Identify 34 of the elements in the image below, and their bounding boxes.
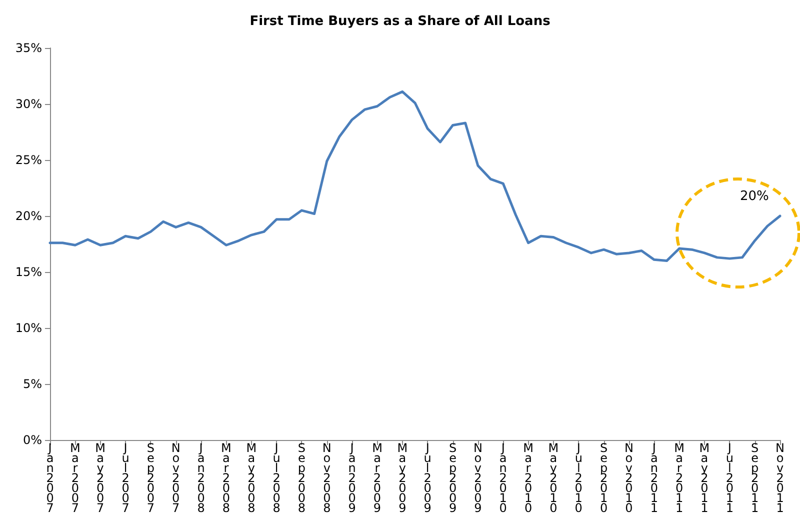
x-tick-label: Nov2010 bbox=[624, 441, 634, 515]
x-tick-label: Jan2008 bbox=[197, 441, 205, 515]
x-tick-label: Mar2010 bbox=[523, 441, 534, 515]
x-tick-label: Nov2007 bbox=[171, 441, 180, 515]
x-tick-label: Jan2010 bbox=[499, 441, 507, 515]
x-tick-label: Jan2007 bbox=[46, 441, 54, 515]
x-tick-label: Jul2011 bbox=[726, 441, 734, 515]
x-tick-label: Mar2009 bbox=[372, 441, 382, 515]
x-tick-label: Sep2011 bbox=[751, 441, 759, 515]
annotation: 20% bbox=[740, 189, 769, 204]
x-tick-label: Jul2007 bbox=[122, 441, 130, 515]
x-tick-label: Mar2011 bbox=[674, 441, 684, 515]
x-tick-label: Mar2008 bbox=[221, 441, 232, 515]
x-tick-label: Jul2010 bbox=[574, 441, 582, 515]
x-tick-label: Jul2009 bbox=[424, 441, 432, 515]
y-tick-label: 25% bbox=[15, 153, 42, 167]
y-tick-label: 0% bbox=[22, 433, 42, 447]
x-tick-label: Sep2009 bbox=[448, 441, 457, 515]
y-tick-label: 5% bbox=[22, 377, 42, 391]
x-tick-label: Nov2009 bbox=[473, 441, 482, 515]
x-tick-label: Sep2010 bbox=[600, 441, 608, 515]
y-tick-label: 35% bbox=[15, 41, 42, 55]
x-tick-label: Jan2011 bbox=[650, 441, 658, 515]
y-tick-label: 20% bbox=[15, 209, 42, 223]
y-tick-label: 15% bbox=[15, 265, 42, 279]
x-tick-label: Nov2008 bbox=[322, 441, 332, 515]
y-tick-label: 30% bbox=[15, 97, 42, 111]
y-tick-label: 10% bbox=[15, 321, 42, 335]
x-tick-label: Jul2008 bbox=[272, 441, 280, 515]
x-tick-label: Mar2007 bbox=[70, 441, 80, 515]
x-tick-label: Nov2011 bbox=[776, 441, 784, 515]
line-series bbox=[48, 90, 782, 262]
x-tick-label: Jan2009 bbox=[348, 441, 356, 515]
chart-title: First Time Buyers as a Share of All Loans bbox=[250, 14, 551, 29]
